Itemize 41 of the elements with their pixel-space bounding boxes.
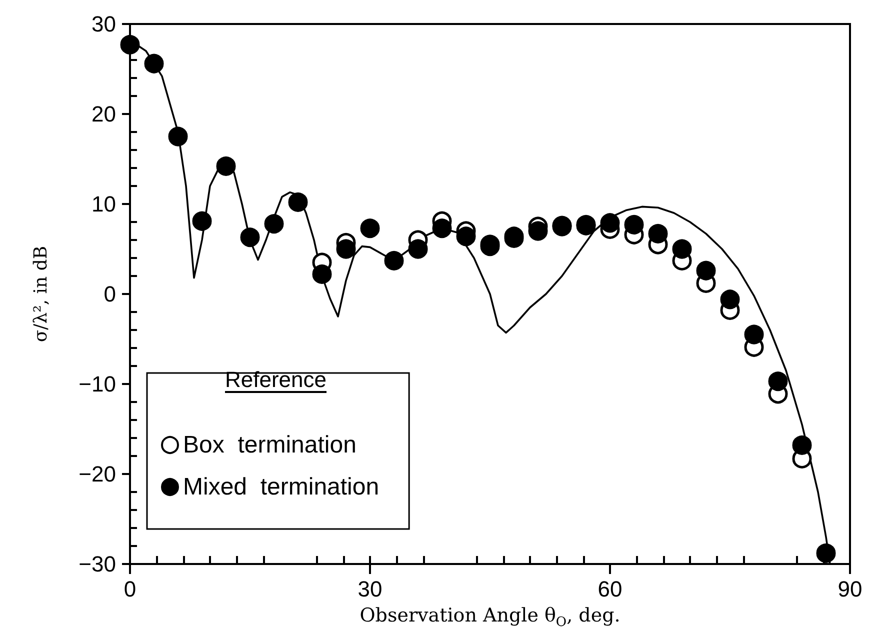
point (696, 260, 716, 280)
point (744, 324, 764, 344)
point (144, 54, 164, 74)
point (624, 214, 644, 234)
x-tick-label: 90 (838, 576, 862, 602)
y-tick-label: −20 (78, 462, 116, 486)
point (456, 226, 476, 246)
point (816, 543, 836, 563)
y-axis-title: σ/λ², in dB (30, 246, 52, 342)
point (288, 192, 308, 212)
point (360, 218, 380, 238)
y-tick-label: −30 (78, 552, 116, 576)
point (432, 218, 452, 238)
point (648, 224, 668, 244)
x-tick-label: 0 (124, 576, 136, 602)
point (528, 221, 548, 241)
point (240, 228, 260, 248)
legend-title: Reference (225, 367, 327, 393)
point (672, 239, 692, 259)
point (408, 239, 428, 259)
point (720, 290, 740, 310)
point (120, 34, 140, 54)
point (600, 213, 620, 233)
point (216, 156, 236, 176)
legend-label: Mixed termination (183, 474, 380, 500)
point (768, 372, 788, 392)
point (384, 250, 404, 270)
x-tick-label: 60 (598, 576, 622, 602)
y-tick-label: 0 (104, 282, 116, 306)
point (792, 435, 812, 455)
point (192, 211, 212, 231)
point (168, 126, 188, 146)
x-tick-label: 30 (358, 576, 382, 602)
point (264, 214, 284, 234)
point (312, 264, 332, 284)
y-tick-label: 30 (92, 12, 116, 36)
point (336, 239, 356, 259)
y-tick-label: −10 (78, 372, 116, 396)
y-tick-label: 20 (92, 102, 116, 126)
y-tick-label: 10 (92, 192, 116, 216)
legend-label: Box termination (183, 432, 356, 458)
